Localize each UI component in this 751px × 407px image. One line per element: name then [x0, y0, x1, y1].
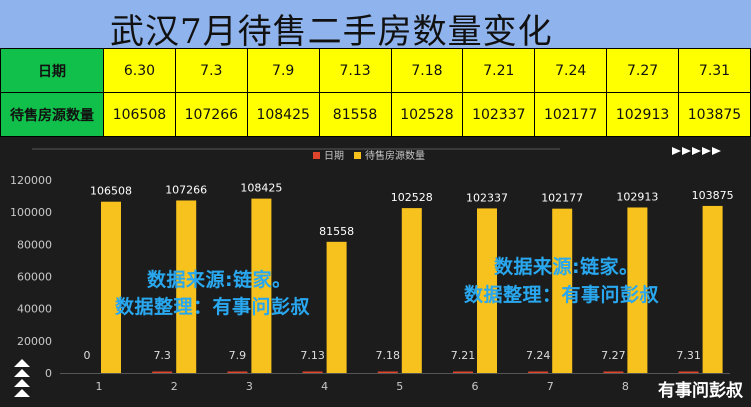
table-cell-date: 7.31 — [678, 48, 751, 93]
bar-count — [101, 201, 121, 373]
bar-count — [552, 208, 573, 373]
data-label-count: 102177 — [541, 192, 583, 205]
arrow-icon — [712, 147, 721, 155]
legend-label-date: 日期 — [324, 150, 344, 162]
data-label-date: 7.21 — [451, 349, 476, 362]
bar-count — [326, 241, 347, 373]
watermark-credit-right: 数据整理：有事问彭叔 — [464, 284, 660, 306]
data-label-count: 103875 — [692, 189, 734, 202]
table-cell-date: 7.21 — [462, 48, 536, 93]
bar-date — [152, 371, 173, 373]
data-label-date: 7.24 — [526, 349, 551, 362]
arrow-icon — [692, 147, 701, 155]
y-tick-label: 80000 — [17, 238, 52, 251]
data-label-date: 7.3 — [153, 349, 171, 362]
bar-date — [528, 371, 549, 373]
arrow-icon — [672, 147, 681, 155]
table-cell-date: 6.30 — [103, 48, 176, 93]
bar-chart: 0 20000 40000 60000 80000 100000 120000 日期 待售房源数… — [10, 147, 734, 397]
legend-label-count: 待售房源数量 — [365, 149, 425, 162]
bar-count — [702, 205, 723, 373]
table-cell-count: 103875 — [678, 92, 751, 137]
table-cell-date: 7.27 — [606, 48, 679, 93]
bar-date — [302, 371, 323, 373]
watermark-credit-left: 数据整理：有事问彭叔 — [115, 296, 311, 318]
data-label-count: 81558 — [319, 225, 354, 238]
x-tick-label: 6 — [472, 380, 479, 393]
table-row-dates: 日期 6.30 7.3 7.9 7.13 7.18 7.21 7.24 7.27… — [0, 48, 751, 93]
x-tick-label: 9 — [697, 380, 704, 393]
y-tick-label: 0 — [45, 367, 52, 380]
data-label-date: 7.27 — [601, 349, 626, 362]
watermark-source-right: 数据来源:链家。 — [494, 256, 639, 278]
data-label-date: 7.9 — [229, 349, 247, 362]
table-cell-count: 102913 — [606, 92, 679, 137]
data-label-count: 102528 — [391, 191, 433, 204]
bar-count — [477, 208, 497, 373]
bar-count — [251, 198, 272, 373]
data-label-date: 7.18 — [376, 349, 401, 362]
arrow-icon — [702, 147, 711, 155]
corner-watermark: 有事问彭叔 — [658, 381, 743, 401]
chart-panel: 0 20000 40000 60000 80000 100000 120000 日期 待售房源数… — [0, 137, 751, 407]
bar-count — [401, 208, 422, 373]
data-label-count: 102337 — [466, 191, 508, 204]
row-header-count: 待售房源数量 — [0, 92, 104, 137]
table-cell-date: 7.9 — [246, 48, 320, 93]
page-title: 武汉7月待售二手房数量变化 — [110, 12, 553, 52]
bar-date — [453, 371, 473, 373]
y-tick-label: 60000 — [17, 271, 52, 284]
chevron-up-icon — [14, 359, 30, 367]
legend-swatch-date — [313, 152, 320, 159]
y-tick-label: 120000 — [10, 174, 52, 187]
y-tick-label: 40000 — [17, 303, 52, 316]
bar-date — [678, 371, 699, 373]
x-tick-label: 4 — [321, 380, 328, 393]
x-tick-label: 3 — [246, 380, 253, 393]
table-cell-count: 107266 — [174, 92, 248, 137]
data-label-date: 0 — [84, 349, 91, 362]
data-label-count: 106508 — [90, 185, 132, 198]
x-tick-label: 7 — [547, 380, 554, 393]
chevron-up-icon — [14, 369, 30, 377]
table-cell-date: 7.3 — [174, 48, 248, 93]
bar-count — [176, 200, 197, 373]
bar-date — [227, 371, 248, 373]
table-cell-count: 108425 — [246, 92, 320, 137]
table-cell-date: 7.24 — [534, 48, 608, 93]
bar-date — [377, 371, 398, 373]
bar-count — [627, 207, 648, 373]
row-header-date: 日期 — [0, 48, 104, 93]
arrow-icon — [682, 147, 691, 155]
y-tick-label: 100000 — [10, 206, 52, 219]
table-cell-date: 7.18 — [390, 48, 464, 93]
x-tick-label: 1 — [96, 380, 103, 393]
x-tick-label: 5 — [396, 380, 403, 393]
data-label-count: 108425 — [240, 182, 282, 195]
table-row-counts: 待售房源数量 106508 107266 108425 81558 102528… — [0, 92, 751, 137]
watermark-source-left: 数据来源:链家。 — [147, 269, 292, 291]
bar-date — [603, 371, 624, 373]
title-bar: 武汉7月待售二手房数量变化 — [0, 0, 751, 52]
data-table: 日期 6.30 7.3 7.9 7.13 7.18 7.21 7.24 7.27… — [0, 48, 751, 137]
table-cell-count: 106508 — [103, 92, 176, 137]
y-tick-label: 20000 — [17, 335, 52, 348]
x-tick-label: 8 — [622, 380, 629, 393]
chevron-up-icon — [14, 379, 30, 387]
x-tick-label: 2 — [171, 380, 178, 393]
table-cell-count: 102337 — [462, 92, 536, 137]
data-label-count: 102913 — [616, 190, 658, 203]
data-label-date: 7.31 — [676, 349, 701, 362]
table-cell-date: 7.13 — [318, 48, 392, 93]
data-label-date: 7.13 — [300, 349, 325, 362]
data-label-count: 107266 — [165, 183, 207, 196]
chevron-up-icon — [14, 389, 30, 397]
table-cell-count: 81558 — [318, 92, 392, 137]
table-cell-count: 102177 — [534, 92, 608, 137]
table-cell-count: 102528 — [390, 92, 464, 137]
legend-swatch-count — [354, 152, 361, 159]
